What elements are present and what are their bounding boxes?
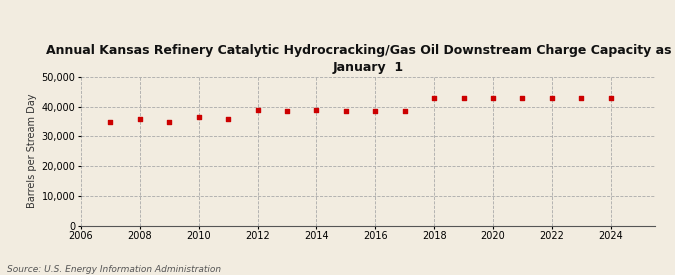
Point xyxy=(193,115,204,119)
Point xyxy=(458,96,469,100)
Point xyxy=(399,109,410,113)
Point xyxy=(487,96,498,100)
Point xyxy=(517,96,528,100)
Point xyxy=(429,96,439,100)
Point xyxy=(311,108,322,112)
Title: Annual Kansas Refinery Catalytic Hydrocracking/Gas Oil Downstream Charge Capacit: Annual Kansas Refinery Catalytic Hydrocr… xyxy=(46,45,675,75)
Point xyxy=(340,109,351,113)
Point xyxy=(105,119,116,124)
Point xyxy=(370,109,381,113)
Point xyxy=(223,116,234,121)
Point xyxy=(546,96,557,100)
Point xyxy=(281,109,292,113)
Y-axis label: Barrels per Stream Day: Barrels per Stream Day xyxy=(28,94,37,208)
Point xyxy=(134,116,145,121)
Point xyxy=(576,96,587,100)
Point xyxy=(164,119,175,124)
Point xyxy=(605,96,616,100)
Text: Source: U.S. Energy Information Administration: Source: U.S. Energy Information Administ… xyxy=(7,265,221,274)
Point xyxy=(252,108,263,112)
